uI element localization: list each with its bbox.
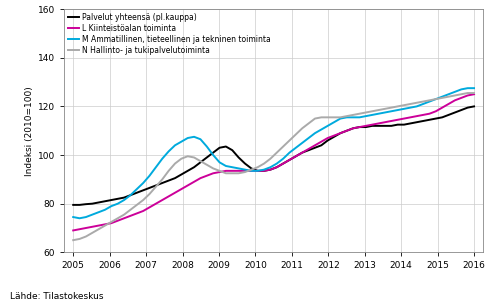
L Kiinteistöalan toiminta	[325, 136, 331, 140]
Line: N Hallinto- ja tukipalvelutoiminta: N Hallinto- ja tukipalvelutoiminta	[73, 93, 474, 240]
M Ammatillinen, tieteellinen ja tekninen toiminta	[274, 162, 280, 165]
L Kiinteistöalan toiminta	[70, 229, 76, 232]
L Kiinteistöalan toiminta	[293, 154, 299, 158]
Line: L Kiinteistöalan toiminta: L Kiinteistöalan toiminta	[73, 94, 474, 230]
N Hallinto- ja tukipalvelutoiminta	[293, 133, 299, 136]
M Ammatillinen, tieteellinen ja tekninen toiminta	[242, 168, 248, 171]
M Ammatillinen, tieteellinen ja tekninen toiminta	[331, 120, 337, 124]
Line: M Ammatillinen, tieteellinen ja tekninen toiminta: M Ammatillinen, tieteellinen ja tekninen…	[73, 88, 474, 218]
Line: Palvelut yhteensä (pl.kauppa): Palvelut yhteensä (pl.kauppa)	[73, 106, 474, 205]
Palvelut yhteensä (pl.kauppa)	[293, 154, 299, 158]
M Ammatillinen, tieteellinen ja tekninen toiminta	[471, 86, 477, 90]
M Ammatillinen, tieteellinen ja tekninen toiminta	[465, 86, 471, 90]
M Ammatillinen, tieteellinen ja tekninen toiminta	[338, 117, 344, 120]
N Hallinto- ja tukipalvelutoiminta	[268, 157, 274, 161]
N Hallinto- ja tukipalvelutoiminta	[70, 238, 76, 242]
Palvelut yhteensä (pl.kauppa)	[121, 196, 127, 199]
L Kiinteistöalan toiminta	[268, 168, 274, 171]
Text: Lähde: Tilastokeskus: Lähde: Tilastokeskus	[10, 292, 104, 301]
Palvelut yhteensä (pl.kauppa)	[331, 135, 337, 139]
N Hallinto- ja tukipalvelutoiminta	[331, 116, 337, 119]
Palvelut yhteensä (pl.kauppa)	[471, 105, 477, 108]
Palvelut yhteensä (pl.kauppa)	[70, 203, 76, 207]
M Ammatillinen, tieteellinen ja tekninen toiminta	[128, 193, 134, 197]
M Ammatillinen, tieteellinen ja tekninen toiminta	[76, 216, 82, 220]
N Hallinto- ja tukipalvelutoiminta	[471, 91, 477, 95]
N Hallinto- ja tukipalvelutoiminta	[325, 116, 331, 119]
Palvelut yhteensä (pl.kauppa)	[268, 168, 274, 171]
Y-axis label: Indeksi (2010=100): Indeksi (2010=100)	[25, 86, 34, 176]
M Ammatillinen, tieteellinen ja tekninen toiminta	[299, 141, 305, 145]
L Kiinteistöalan toiminta	[471, 92, 477, 96]
M Ammatillinen, tieteellinen ja tekninen toiminta	[70, 215, 76, 219]
Palvelut yhteensä (pl.kauppa)	[325, 139, 331, 142]
L Kiinteistöalan toiminta	[121, 216, 127, 220]
Legend: Palvelut yhteensä (pl.kauppa), L Kiinteistöalan toiminta, M Ammatillinen, tietee: Palvelut yhteensä (pl.kauppa), L Kiintei…	[67, 12, 273, 56]
L Kiinteistöalan toiminta	[236, 169, 242, 173]
N Hallinto- ja tukipalvelutoiminta	[121, 213, 127, 216]
N Hallinto- ja tukipalvelutoiminta	[236, 171, 242, 175]
N Hallinto- ja tukipalvelutoiminta	[465, 91, 471, 95]
L Kiinteistöalan toiminta	[331, 134, 337, 137]
Palvelut yhteensä (pl.kauppa)	[236, 156, 242, 159]
